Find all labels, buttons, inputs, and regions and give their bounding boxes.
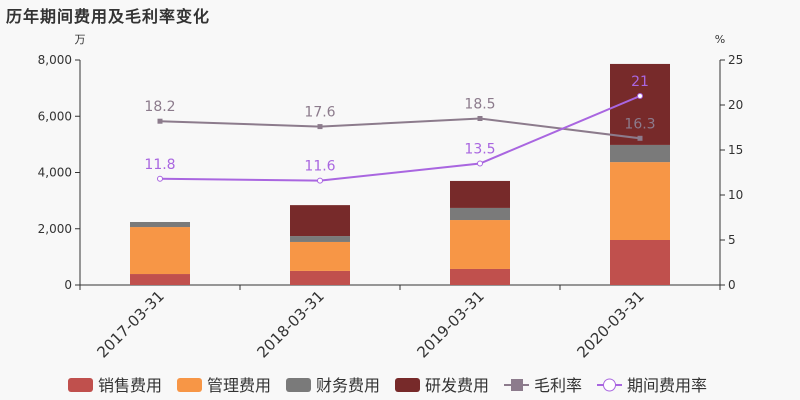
bar-segment <box>610 162 670 240</box>
legend-label: 研发费用 <box>425 376 489 395</box>
line-series <box>159 117 641 140</box>
bar-segment <box>450 180 510 208</box>
line-series <box>159 95 641 182</box>
line-point <box>317 124 323 130</box>
legend-marker <box>603 378 616 392</box>
y-tick-label: 4,000 <box>38 166 72 180</box>
y2-tick-label: 20 <box>728 98 743 112</box>
bar-segment <box>130 274 190 285</box>
x-tick-label: 2017-03-31 <box>93 287 167 361</box>
line-point <box>317 177 323 184</box>
legend-label: 财务费用 <box>316 376 380 395</box>
y2-tick-label: 5 <box>728 233 736 247</box>
line-point <box>157 118 163 124</box>
chart-title: 历年期间费用及毛利率变化 <box>6 7 211 26</box>
legend-swatch <box>286 378 311 392</box>
x-tick-label: 2020-03-31 <box>573 287 647 361</box>
data-label: 18.5 <box>464 97 495 113</box>
y-tick-label: 0 <box>64 278 72 292</box>
bar-segment <box>290 270 350 285</box>
x-tick-label: 2018-03-31 <box>253 287 327 361</box>
bar-segment <box>290 205 350 237</box>
y2-tick-label: 10 <box>728 188 743 202</box>
legend-label: 毛利率 <box>534 376 582 395</box>
line-point <box>477 116 483 121</box>
data-label: 11.8 <box>144 157 175 173</box>
legend-label: 期间费用率 <box>627 376 707 395</box>
data-label: 16.3 <box>624 116 655 132</box>
bar-segment <box>450 220 510 269</box>
line-point <box>637 135 643 141</box>
y-tick-label: 2,000 <box>38 222 72 236</box>
y-tick-label: 8,000 <box>38 53 72 67</box>
legend-label: 销售费用 <box>98 376 162 395</box>
bar-segment <box>130 222 190 228</box>
y2-tick-label: 25 <box>728 53 743 67</box>
bar-segment <box>610 144 670 163</box>
legend-marker <box>511 379 523 391</box>
y2-tick-label: 0 <box>728 278 736 292</box>
data-label: 18.2 <box>144 99 175 115</box>
data-label: 17.6 <box>304 105 335 121</box>
legend-label: 管理费用 <box>207 376 271 395</box>
bar-segment <box>290 241 350 271</box>
data-label: 11.6 <box>304 159 335 175</box>
line-point <box>477 160 483 167</box>
line-point <box>637 93 643 99</box>
legend-swatch <box>395 378 420 392</box>
y-right-unit: % <box>715 33 725 46</box>
bar-segment <box>130 227 190 275</box>
bar-segment <box>450 207 510 221</box>
data-label: 13.5 <box>464 142 495 158</box>
y-left-unit: 万 <box>75 33 86 46</box>
bar-segment <box>450 268 510 285</box>
legend-swatch <box>68 378 93 392</box>
data-label: 21 <box>631 74 649 90</box>
y2-tick-label: 15 <box>728 143 743 157</box>
legend-swatch <box>177 378 202 392</box>
bar-segment <box>610 240 670 285</box>
bar-segment <box>290 236 350 242</box>
line-point <box>157 175 163 182</box>
x-tick-label: 2019-03-31 <box>413 287 487 361</box>
y-tick-label: 6,000 <box>38 109 72 123</box>
